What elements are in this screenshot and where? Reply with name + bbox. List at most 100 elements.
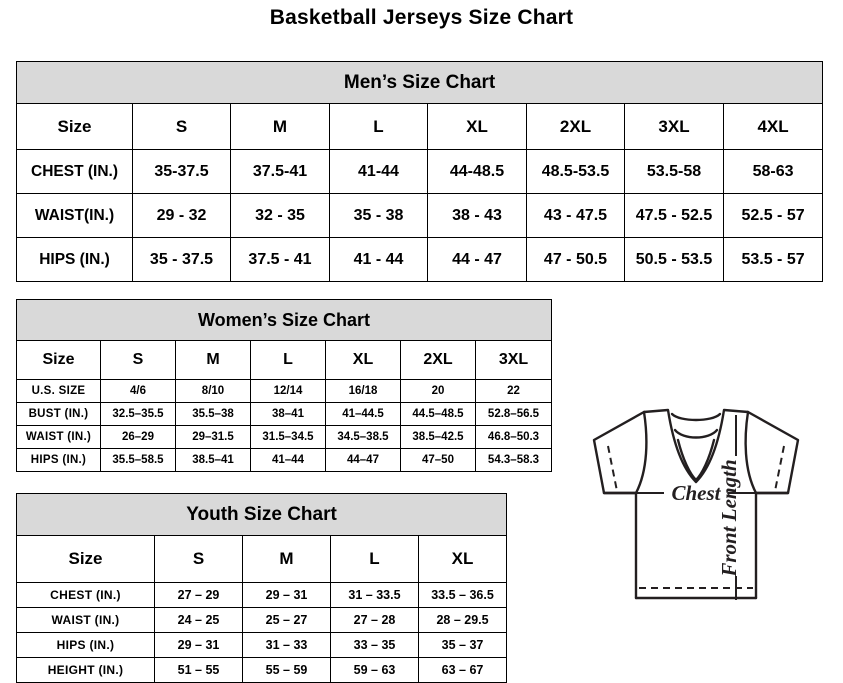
mens-cell-waist-l: 35 - 38 — [329, 193, 428, 238]
mens-cell-waist-4xl: 52.5 - 57 — [722, 193, 824, 238]
womens-cell-hips-3xl: 54.3–58.3 — [474, 448, 553, 472]
womens-col-header-xl: XL — [325, 340, 401, 380]
womens-cell-us-size-xl: 16/18 — [325, 379, 401, 403]
mens-size-chart-table: Men’s Size Chart Size S M L XL 2XL 3XL 4… — [15, 61, 824, 282]
youth-cell-chest-m: 29 – 31 — [242, 582, 331, 608]
mens-cell-hips-3xl: 50.5 - 53.5 — [624, 237, 724, 282]
youth-col-header-s: S — [154, 535, 243, 583]
womens-col-header-3xl: 3XL — [474, 340, 553, 380]
youth-cell-hips-s: 29 – 31 — [154, 632, 243, 658]
page-title: Basketball Jerseys Size Chart — [269, 6, 574, 29]
youth-cell-waist-l: 27 – 28 — [330, 607, 419, 633]
mens-col-header-size: Size — [16, 103, 133, 150]
youth-cell-chest-xl: 33.5 – 36.5 — [417, 582, 508, 608]
womens-cell-us-size-l: 12/14 — [250, 379, 326, 403]
mens-cell-chest-2xl: 48.5-53.5 — [526, 149, 625, 194]
mens-cell-hips-s: 35 - 37.5 — [132, 237, 231, 282]
chest-measurement-label: Chest — [671, 481, 721, 505]
womens-row-label-hips: HIPS (IN.) — [16, 448, 101, 472]
youth-cell-hips-m: 31 – 33 — [242, 632, 331, 658]
right-cuff-dash — [774, 445, 785, 492]
table-row: BUST (IN.) 32.5–35.5 35.5–38 38–41 41–44… — [16, 402, 553, 426]
table-row: CHEST (IN.) 35-37.5 37.5-41 41-44 44-48.… — [16, 149, 824, 194]
womens-cell-hips-2xl: 47–50 — [400, 448, 476, 472]
table-row: HIPS (IN.) 35.5–58.5 38.5–41 41–44 44–47… — [16, 448, 553, 472]
youth-row-label-hips: HIPS (IN.) — [16, 632, 155, 658]
womens-cell-us-size-3xl: 22 — [474, 379, 553, 403]
womens-cell-us-size-s: 4/6 — [100, 379, 176, 403]
womens-cell-waist-m: 29–31.5 — [175, 425, 251, 449]
mens-cell-hips-l: 41 - 44 — [329, 237, 428, 282]
mens-col-header-s: S — [132, 103, 231, 150]
womens-cell-waist-2xl: 38.5–42.5 — [400, 425, 476, 449]
womens-cell-bust-l: 38–41 — [250, 402, 326, 426]
youth-col-header-size: Size — [16, 535, 155, 583]
womens-cell-us-size-2xl: 20 — [400, 379, 476, 403]
mens-col-header-3xl: 3XL — [624, 103, 724, 150]
womens-row-label-us-size: U.S. SIZE — [16, 379, 101, 403]
womens-col-header-l: L — [250, 340, 326, 380]
mens-col-header-l: L — [329, 103, 428, 150]
youth-size-chart-table: Youth Size Chart Size S M L XL CHEST (IN… — [15, 493, 508, 683]
womens-row-label-bust: BUST (IN.) — [16, 402, 101, 426]
youth-col-header-l: L — [330, 535, 419, 583]
mens-cell-waist-m: 32 - 35 — [230, 193, 330, 238]
womens-cell-waist-xl: 34.5–38.5 — [325, 425, 401, 449]
womens-cell-hips-l: 41–44 — [250, 448, 326, 472]
mens-cell-waist-3xl: 47.5 - 52.5 — [624, 193, 724, 238]
table-header-row: Size S M L XL 2XL 3XL 4XL — [16, 103, 824, 150]
womens-cell-bust-2xl: 44.5–48.5 — [400, 402, 476, 426]
mens-col-header-4xl: 4XL — [722, 103, 824, 150]
womens-col-header-m: M — [175, 340, 251, 380]
youth-row-label-waist: WAIST (IN.) — [16, 607, 155, 633]
womens-cell-waist-l: 31.5–34.5 — [250, 425, 326, 449]
womens-row-label-waist: WAIST (IN.) — [16, 425, 101, 449]
left-cuff-dash — [607, 445, 618, 492]
youth-banner: Youth Size Chart — [15, 493, 508, 536]
table-row: HIPS (IN.) 29 – 31 31 – 33 33 – 35 35 – … — [16, 632, 508, 658]
womens-cell-bust-xl: 41–44.5 — [325, 402, 401, 426]
mens-col-header-xl: XL — [427, 103, 527, 150]
jersey-measurement-diagram: Chest Front Length — [556, 348, 836, 648]
table-banner-row: Women’s Size Chart — [15, 299, 553, 341]
mens-col-header-m: M — [230, 103, 330, 150]
womens-cell-bust-3xl: 52.8–56.5 — [474, 402, 553, 426]
youth-cell-waist-xl: 28 – 29.5 — [417, 607, 508, 633]
youth-cell-waist-m: 25 – 27 — [242, 607, 331, 633]
mens-row-label-waist: WAIST(IN.) — [16, 193, 133, 238]
youth-cell-chest-l: 31 – 33.5 — [330, 582, 419, 608]
womens-cell-hips-s: 35.5–58.5 — [100, 448, 176, 472]
table-row: HIPS (IN.) 35 - 37.5 37.5 - 41 41 - 44 4… — [16, 237, 824, 282]
womens-col-header-size: Size — [16, 340, 101, 380]
womens-col-header-s: S — [100, 340, 176, 380]
womens-cell-waist-s: 26–29 — [100, 425, 176, 449]
table-row: U.S. SIZE 4/6 8/10 12/14 16/18 20 22 — [16, 379, 553, 403]
mens-cell-hips-m: 37.5 - 41 — [230, 237, 330, 282]
womens-cell-hips-m: 38.5–41 — [175, 448, 251, 472]
table-header-row: Size S M L XL — [16, 535, 508, 583]
youth-cell-waist-s: 24 – 25 — [154, 607, 243, 633]
youth-cell-chest-s: 27 – 29 — [154, 582, 243, 608]
mens-row-label-chest: CHEST (IN.) — [16, 149, 133, 194]
mens-cell-chest-l: 41-44 — [329, 149, 428, 194]
mens-cell-waist-xl: 38 - 43 — [427, 193, 527, 238]
womens-cell-bust-s: 32.5–35.5 — [100, 402, 176, 426]
womens-cell-waist-3xl: 46.8–50.3 — [474, 425, 553, 449]
mens-cell-chest-xl: 44-48.5 — [427, 149, 527, 194]
womens-size-chart-table: Women’s Size Chart Size S M L XL 2XL 3XL… — [15, 299, 553, 472]
womens-cell-hips-xl: 44–47 — [325, 448, 401, 472]
front-length-measurement-label: Front Length — [717, 459, 741, 577]
mens-cell-waist-2xl: 43 - 47.5 — [526, 193, 625, 238]
youth-cell-hips-xl: 35 – 37 — [417, 632, 508, 658]
table-banner-row: Youth Size Chart — [15, 493, 508, 536]
womens-col-header-2xl: 2XL — [400, 340, 476, 380]
table-header-row: Size S M L XL 2XL 3XL — [16, 340, 553, 380]
mens-cell-waist-s: 29 - 32 — [132, 193, 231, 238]
youth-col-header-m: M — [242, 535, 331, 583]
mens-col-header-2xl: 2XL — [526, 103, 625, 150]
youth-row-label-chest: CHEST (IN.) — [16, 582, 155, 608]
table-row: WAIST (IN.) 24 – 25 25 – 27 27 – 28 28 –… — [16, 607, 508, 633]
womens-cell-us-size-m: 8/10 — [175, 379, 251, 403]
table-row: CHEST (IN.) 27 – 29 29 – 31 31 – 33.5 33… — [16, 582, 508, 608]
mens-banner: Men’s Size Chart — [15, 61, 824, 104]
